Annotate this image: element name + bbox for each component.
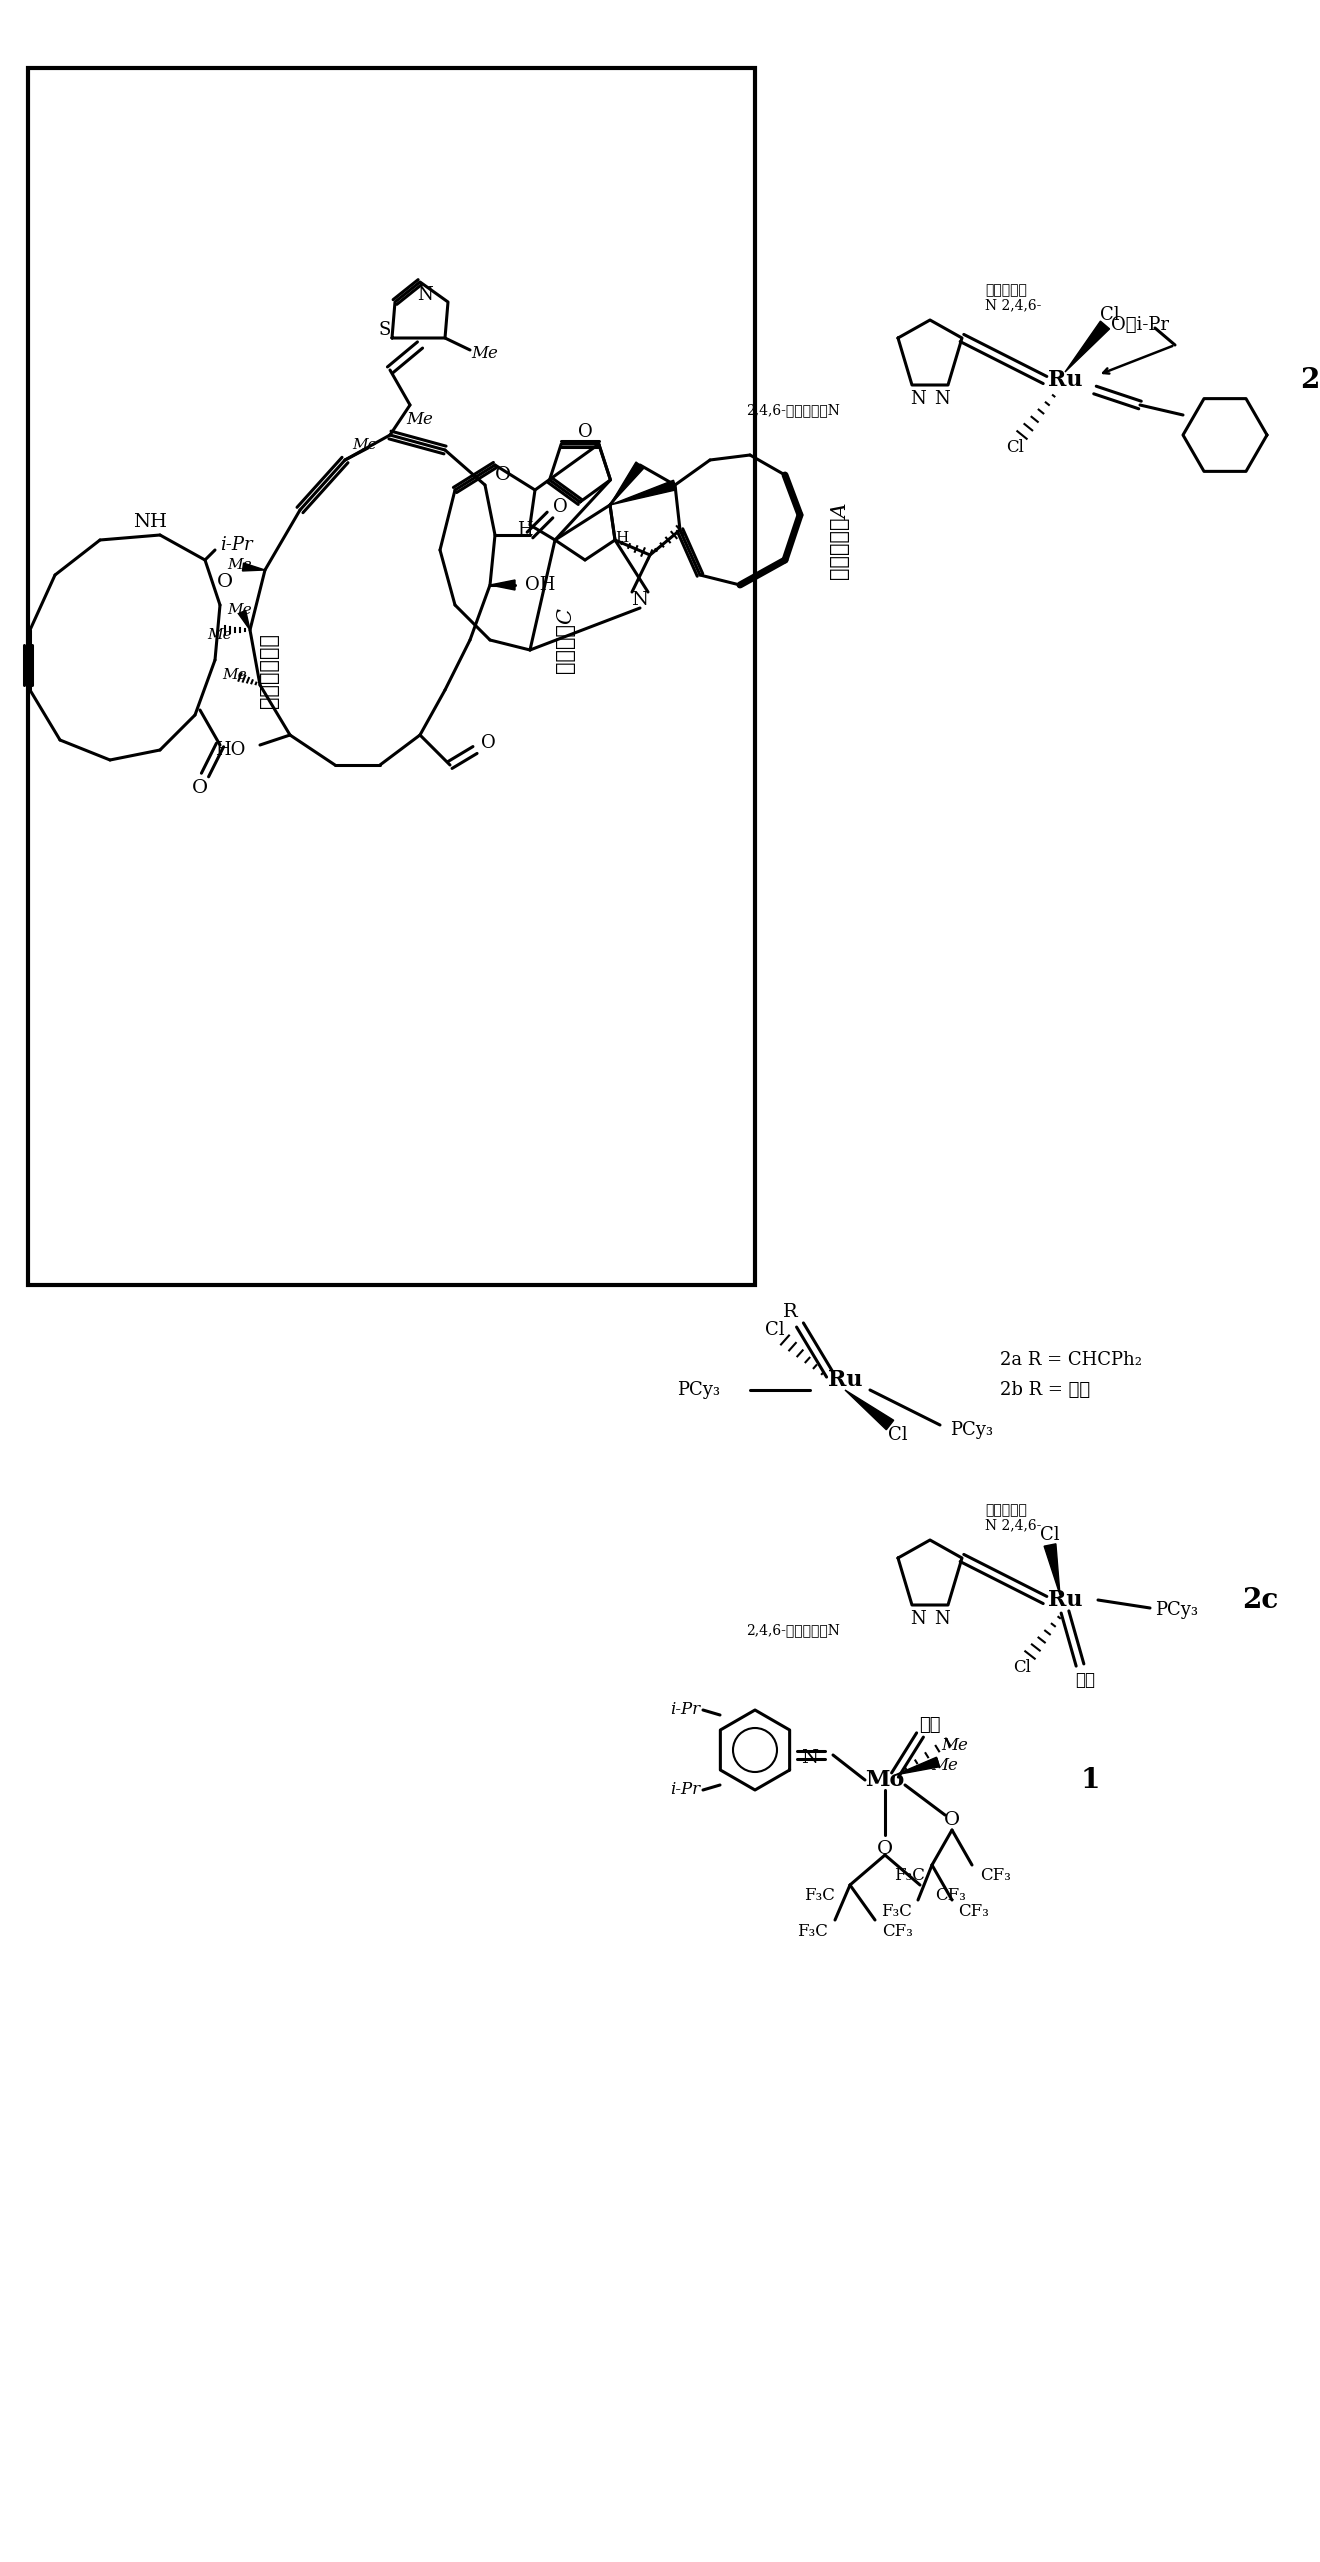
Polygon shape: [610, 479, 676, 505]
Text: 2,4,6-三甲基苯基N: 2,4,6-三甲基苯基N: [746, 1622, 840, 1637]
Text: Cl: Cl: [766, 1322, 785, 1340]
Text: i-Pr: i-Pr: [669, 1701, 700, 1719]
Text: O: O: [495, 466, 511, 484]
Text: Ru: Ru: [1048, 369, 1082, 392]
Text: H: H: [615, 530, 628, 546]
Text: 埃博霉素C: 埃博霉素C: [556, 607, 574, 674]
Text: F₃C: F₃C: [797, 1924, 828, 1939]
Text: i-Pr: i-Pr: [220, 535, 252, 553]
Text: O‧i-Pr: O‧i-Pr: [1111, 315, 1170, 333]
Text: Ru: Ru: [1048, 1588, 1082, 1611]
Text: N 2,4,6-: N 2,4,6-: [985, 297, 1041, 313]
Text: O: O: [216, 574, 234, 592]
Text: 2c: 2c: [1242, 1586, 1278, 1614]
Polygon shape: [895, 1758, 940, 1775]
Text: 三甲基苯基: 三甲基苯基: [985, 1504, 1027, 1517]
Text: Me: Me: [207, 628, 232, 643]
Text: H: H: [517, 520, 533, 538]
Text: HO: HO: [215, 740, 246, 758]
Text: i-Pr: i-Pr: [669, 1781, 700, 1799]
Text: 2d: 2d: [1300, 366, 1320, 395]
Text: Me: Me: [223, 669, 247, 681]
Text: OH: OH: [525, 576, 556, 594]
Text: N: N: [935, 1609, 950, 1627]
Text: N: N: [909, 389, 925, 407]
Text: 2a R = CHCPh₂: 2a R = CHCPh₂: [1001, 1350, 1142, 1368]
Polygon shape: [1065, 320, 1110, 371]
Polygon shape: [243, 564, 265, 571]
Text: F₃C: F₃C: [894, 1868, 925, 1883]
Text: S: S: [379, 320, 391, 338]
Text: O: O: [191, 779, 209, 797]
Text: N: N: [909, 1609, 925, 1627]
Text: PCy₃: PCy₃: [677, 1381, 719, 1399]
Text: R: R: [783, 1304, 797, 1322]
Text: 那卡多莫林A: 那卡多莫林A: [830, 502, 850, 579]
Text: O: O: [480, 733, 495, 753]
Text: Cl: Cl: [1040, 1527, 1060, 1545]
Text: Me: Me: [407, 412, 433, 428]
Polygon shape: [845, 1391, 894, 1430]
Text: Me: Me: [932, 1758, 958, 1773]
Text: 三甲基苯基: 三甲基苯基: [985, 282, 1027, 297]
Polygon shape: [239, 610, 249, 630]
Text: F₃C: F₃C: [882, 1904, 912, 1922]
Text: Me: Me: [227, 602, 252, 617]
Text: Me: Me: [227, 559, 252, 571]
Text: Mo: Mo: [866, 1768, 904, 1791]
Text: 苯基: 苯基: [1074, 1670, 1096, 1688]
Polygon shape: [1044, 1545, 1060, 1596]
Text: Me: Me: [471, 343, 499, 361]
Text: N 2,4,6-: N 2,4,6-: [985, 1519, 1041, 1532]
Text: O: O: [578, 423, 593, 441]
Text: N: N: [801, 1750, 818, 1768]
Text: Cl: Cl: [1100, 305, 1119, 323]
Text: CF₃: CF₃: [882, 1924, 913, 1939]
Text: N: N: [417, 287, 433, 305]
Text: 苯基: 苯基: [919, 1717, 941, 1734]
Text: Ru: Ru: [828, 1368, 862, 1391]
Text: Cl: Cl: [888, 1427, 908, 1445]
Text: Me: Me: [352, 438, 378, 451]
Text: O: O: [944, 1811, 960, 1829]
Text: 2,4,6-三甲基苯基N: 2,4,6-三甲基苯基N: [746, 402, 840, 418]
Text: Me: Me: [941, 1737, 969, 1752]
Text: 飘山活素内酯: 飘山活素内酯: [260, 633, 280, 707]
Text: CF₃: CF₃: [979, 1868, 1011, 1883]
Text: F₃C: F₃C: [804, 1886, 836, 1904]
Text: Cl: Cl: [1012, 1660, 1031, 1676]
Text: Cl: Cl: [1006, 441, 1024, 456]
Text: PCy₃: PCy₃: [950, 1422, 993, 1440]
Text: N: N: [935, 389, 950, 407]
Text: NH: NH: [133, 512, 168, 530]
Text: PCy₃: PCy₃: [1155, 1601, 1199, 1619]
Polygon shape: [490, 579, 515, 589]
Text: N: N: [631, 592, 648, 610]
Text: O: O: [876, 1840, 894, 1857]
Text: 2b R = 苯基: 2b R = 苯基: [1001, 1381, 1090, 1399]
Text: CF₃: CF₃: [958, 1904, 989, 1922]
Text: O: O: [553, 497, 568, 515]
Text: 1: 1: [1080, 1768, 1100, 1793]
Bar: [28, 69, 755, 1286]
Polygon shape: [610, 461, 644, 505]
Text: CF₃: CF₃: [935, 1886, 966, 1904]
